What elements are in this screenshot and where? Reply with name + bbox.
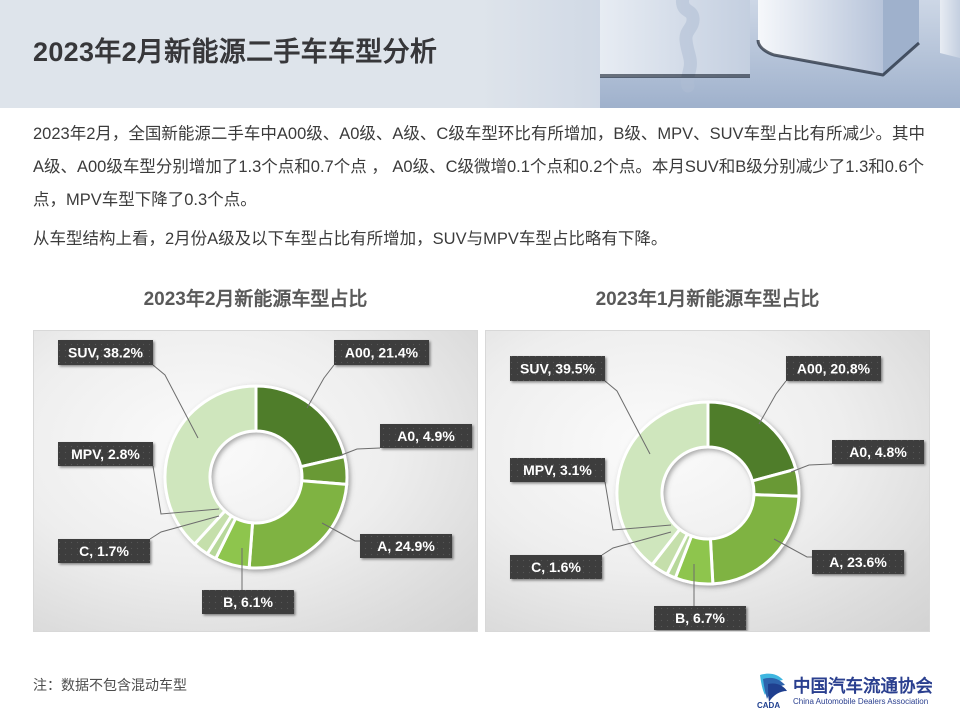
svg-text:SUV, 38.2%: SUV, 38.2% [68,345,144,361]
svg-text:A, 23.6%: A, 23.6% [829,554,887,570]
svg-text:A, 24.9%: A, 24.9% [377,538,435,554]
svg-text:中国汽车流通协会: 中国汽车流通协会 [793,676,932,696]
svg-text:A00, 20.8%: A00, 20.8% [797,361,871,377]
svg-text:C, 1.7%: C, 1.7% [79,543,129,559]
svg-text:MPV, 3.1%: MPV, 3.1% [523,462,592,478]
svg-text:B, 6.1%: B, 6.1% [223,594,273,610]
svg-text:B, 6.7%: B, 6.7% [675,610,725,626]
svg-text:CADA: CADA [757,701,780,709]
svg-text:SUV, 39.5%: SUV, 39.5% [520,361,596,377]
svg-text:C, 1.6%: C, 1.6% [531,559,581,575]
svg-text:A00, 21.4%: A00, 21.4% [345,345,419,361]
svg-text:MPV, 2.8%: MPV, 2.8% [71,446,140,462]
svg-text:A0, 4.8%: A0, 4.8% [849,444,907,460]
svg-text:A0, 4.9%: A0, 4.9% [397,428,455,444]
svg-text:China Automobile Dealers Assoc: China Automobile Dealers Association [793,697,928,706]
